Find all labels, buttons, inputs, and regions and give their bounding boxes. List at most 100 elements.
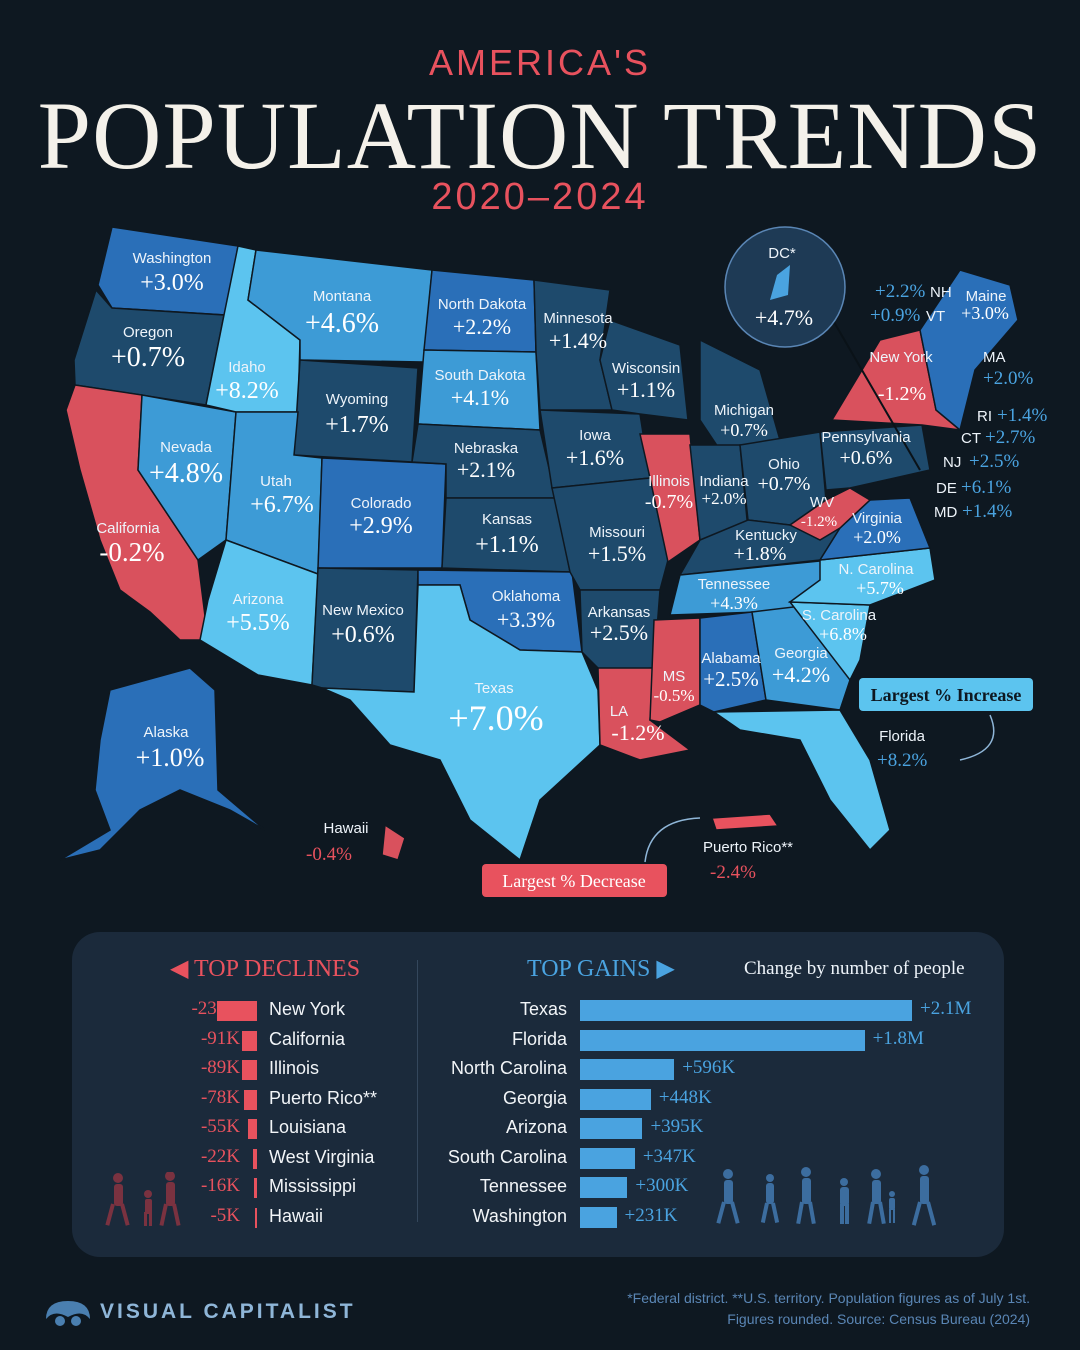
- label-louisiana: LA: [610, 703, 628, 720]
- decline-state-name: Illinois: [269, 1058, 320, 1078]
- gain-row: Georgia +448K: [418, 1087, 998, 1113]
- decline-state-name: Mississippi: [269, 1176, 357, 1196]
- label-alabama: Alabama: [701, 650, 761, 667]
- decline-bar: [242, 1060, 257, 1080]
- label-maine: Maine: [966, 288, 1007, 305]
- value-nj: +2.5%: [969, 451, 1019, 472]
- label-utah: Utah: [260, 473, 292, 490]
- label-de: DE: [936, 480, 957, 497]
- decline-bar: [254, 1178, 257, 1198]
- value-wyoming: +1.7%: [325, 412, 389, 438]
- state-new-england: [919, 269, 1019, 432]
- state-labels: Washington +3.0% Oregon +0.7% California…: [96, 250, 1009, 883]
- gain-value: +596K: [682, 1057, 736, 1078]
- label-puerto-rico: Puerto Rico**: [703, 839, 793, 856]
- value-new-york: -1.2%: [878, 383, 926, 405]
- footnote-line-1: *Federal district. **U.S. territory. Pop…: [627, 1290, 1030, 1306]
- decline-row: -16K Mississippi: [72, 1175, 412, 1201]
- value-missouri: +1.5%: [588, 541, 646, 566]
- gain-value: +395K: [650, 1116, 704, 1137]
- value-ohio: +0.7%: [758, 473, 811, 495]
- label-kentucky: Kentucky: [735, 527, 797, 544]
- decline-value: -5K: [210, 1204, 240, 1226]
- decline-row: -89K Illinois: [72, 1057, 412, 1083]
- label-north-dakota: North Dakota: [438, 296, 527, 313]
- value-arkansas: +2.5%: [590, 620, 648, 645]
- value-pennsylvania: +0.6%: [840, 447, 893, 469]
- label-idaho: Idaho: [228, 359, 266, 376]
- decline-bar: [241, 1030, 257, 1051]
- label-oregon: Oregon: [123, 324, 173, 341]
- value-nevada: +4.8%: [149, 458, 223, 489]
- label-tennessee: Tennessee: [698, 576, 771, 593]
- label-new-mexico: New Mexico: [322, 602, 404, 619]
- change-note: Change by number of people: [744, 958, 965, 979]
- label-south-dakota: South Dakota: [435, 367, 527, 384]
- state-nevada: [137, 394, 237, 562]
- decline-bar: [217, 1001, 257, 1021]
- value-georgia: +4.2%: [772, 662, 830, 687]
- dc-label: DC*: [768, 245, 796, 262]
- label-missouri: Missouri: [589, 524, 645, 541]
- value-hawaii: -0.4%: [306, 844, 352, 865]
- decline-row: -91K California: [72, 1028, 412, 1054]
- gain-row: South Carolina +347K: [418, 1146, 998, 1172]
- label-minnesota: Minnesota: [543, 310, 613, 327]
- label-mississippi: MS: [663, 668, 686, 685]
- label-md: MD: [934, 504, 957, 521]
- label-indiana: Indiana: [699, 473, 749, 490]
- gain-bar: [580, 1029, 865, 1051]
- decline-state-name: New York: [269, 999, 346, 1019]
- decline-value: -91K: [200, 1027, 240, 1049]
- value-north-dakota: +2.2%: [453, 314, 511, 339]
- header: AMERICA'S POPULATION TRENDS 2020–2024: [0, 0, 1080, 230]
- label-florida: Florida: [879, 728, 926, 745]
- label-ohio: Ohio: [768, 456, 800, 473]
- decline-bar: [243, 1089, 257, 1110]
- gain-bar: [580, 1206, 617, 1228]
- top-gains-heading: TOP GAINS ▶: [527, 956, 675, 982]
- value-oregon: +0.7%: [111, 342, 185, 373]
- value-louisiana: -1.2%: [611, 720, 664, 745]
- label-iowa: Iowa: [579, 427, 611, 444]
- label-wisconsin: Wisconsin: [612, 360, 680, 377]
- largest-decrease-label: Largest % Decrease: [502, 871, 646, 891]
- label-texas: Texas: [474, 680, 513, 697]
- label-michigan: Michigan: [714, 402, 774, 419]
- label-wyoming: Wyoming: [326, 391, 388, 408]
- value-ma: +2.0%: [983, 368, 1033, 389]
- label-vt: VT: [926, 308, 945, 325]
- top-gains-title: TOP GAINS: [527, 956, 651, 982]
- value-maine: +3.0%: [961, 303, 1009, 323]
- label-hawaii: Hawaii: [323, 820, 368, 837]
- value-iowa: +1.6%: [566, 445, 624, 470]
- value-west-virginia: -1.2%: [801, 514, 837, 530]
- walking-people-icon: [105, 1172, 181, 1226]
- gain-bar: [580, 1059, 675, 1080]
- value-wisconsin: +1.1%: [617, 377, 675, 402]
- label-georgia: Georgia: [774, 645, 828, 662]
- gain-row: Florida +1.8M: [418, 1028, 998, 1054]
- label-nevada: Nevada: [160, 439, 212, 456]
- label-nj: NJ: [943, 454, 961, 471]
- label-ri: RI: [977, 408, 992, 425]
- small-state-labels: +2.2% NH +0.9% VT MA +2.0% RI +1.4% CT +…: [870, 281, 1047, 522]
- label-south-carolina: S. Carolina: [802, 607, 877, 624]
- decline-state-name: West Virginia: [269, 1146, 375, 1167]
- decline-bar: [255, 1207, 257, 1228]
- state-alaska: [59, 667, 266, 861]
- gain-state-name: Tennessee: [479, 1176, 567, 1196]
- value-washington: +3.0%: [140, 270, 204, 296]
- gain-value: +2.1M: [920, 998, 972, 1019]
- state-florida: [711, 709, 891, 852]
- footnote-line-2: Figures rounded. Source: Census Bureau (…: [727, 1311, 1030, 1327]
- value-ri: +1.4%: [997, 405, 1047, 426]
- value-alabama: +2.5%: [703, 667, 759, 691]
- label-oklahoma: Oklahoma: [492, 588, 561, 605]
- value-north-carolina: +5.7%: [856, 578, 904, 598]
- label-arkansas: Arkansas: [588, 604, 651, 621]
- us-map: DC* +4.7% Washington +3.0% Oregon +0.7% …: [59, 226, 1047, 897]
- value-indiana: +2.0%: [702, 489, 747, 508]
- value-puerto-rico: -2.4%: [710, 862, 756, 883]
- decline-row: -78K Puerto Rico**: [72, 1087, 412, 1113]
